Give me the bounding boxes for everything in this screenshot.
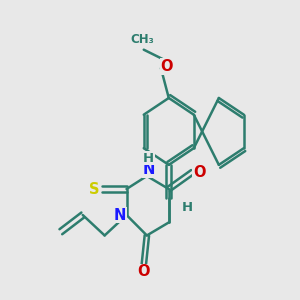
Text: O: O bbox=[160, 59, 173, 74]
Text: CH₃: CH₃ bbox=[130, 33, 154, 46]
Text: S: S bbox=[89, 182, 100, 196]
Text: O: O bbox=[137, 264, 150, 279]
Text: H: H bbox=[182, 201, 193, 214]
Text: N: N bbox=[113, 208, 126, 223]
Text: O: O bbox=[193, 165, 206, 180]
Text: N: N bbox=[142, 162, 154, 177]
Text: H: H bbox=[143, 152, 154, 165]
